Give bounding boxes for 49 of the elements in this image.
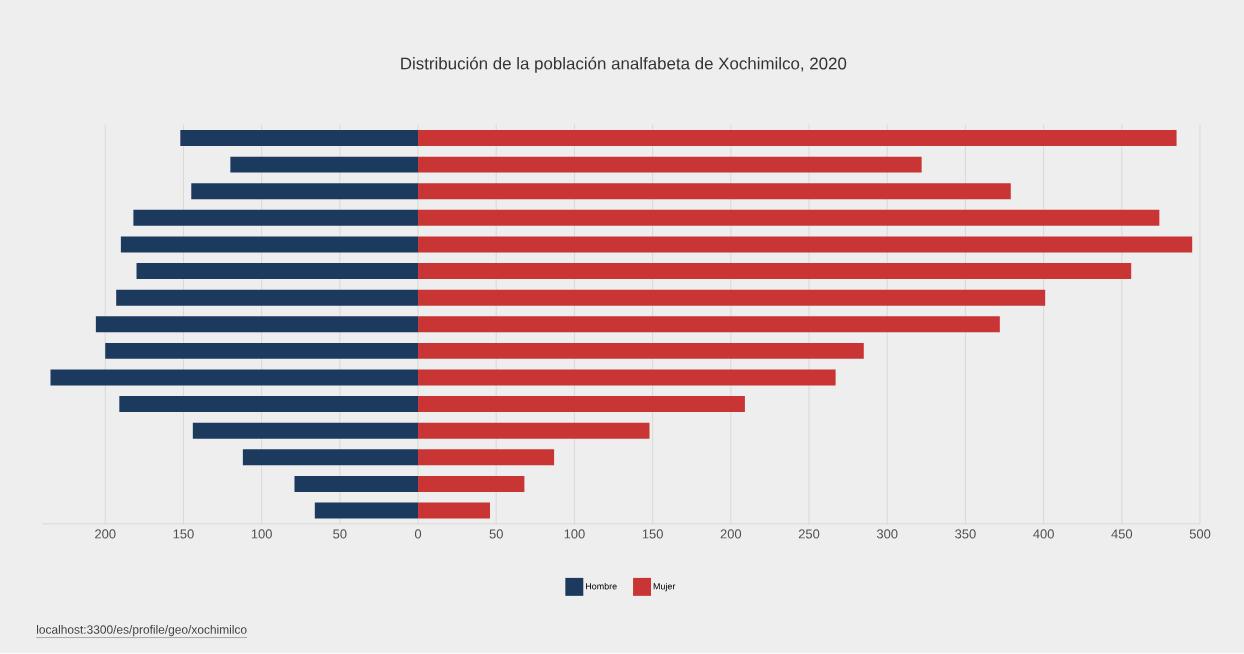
bar xyxy=(314,502,419,519)
bar xyxy=(418,130,1177,147)
x-tick-label: 150 xyxy=(642,529,663,539)
bar xyxy=(242,449,419,466)
bar xyxy=(418,502,490,519)
bar xyxy=(105,343,419,360)
bar xyxy=(294,476,419,493)
legend-label: Hombre xyxy=(586,583,617,590)
x-tick-label: 250 xyxy=(798,529,820,539)
bar xyxy=(418,343,864,360)
x-tick-label: 50 xyxy=(489,529,503,539)
x-tick-label: 100 xyxy=(564,529,585,539)
x-tick-label: 500 xyxy=(1189,529,1211,539)
bar xyxy=(50,369,419,386)
bar xyxy=(418,289,1046,306)
x-tick-label: 300 xyxy=(876,529,898,539)
bar xyxy=(180,130,419,147)
bar xyxy=(136,263,419,280)
bar xyxy=(418,156,922,173)
x-tick-label: 0 xyxy=(414,529,422,539)
bar xyxy=(191,183,419,200)
x-tick-label: 150 xyxy=(173,529,194,539)
x-tick-label: 50 xyxy=(333,529,347,539)
x-tick-label: 200 xyxy=(95,529,116,539)
bar xyxy=(418,183,1011,200)
bar xyxy=(95,316,419,333)
bar xyxy=(418,476,525,493)
bar xyxy=(192,422,419,439)
x-tick-label: 400 xyxy=(1033,529,1054,539)
chart-title: Distribución de la población analfabeta de Xochimilco, 2020 xyxy=(401,57,847,74)
bar xyxy=(120,236,419,253)
bar xyxy=(418,369,836,386)
bar xyxy=(119,396,419,413)
bar xyxy=(418,422,650,439)
bar xyxy=(230,156,419,173)
bar xyxy=(133,210,419,227)
x-tick-label: 450 xyxy=(1111,529,1133,539)
bar xyxy=(116,289,419,306)
bar xyxy=(418,316,1000,333)
bar xyxy=(418,236,1193,253)
bar xyxy=(418,449,555,466)
bar xyxy=(418,396,745,413)
bar xyxy=(418,210,1160,227)
x-tick-label: 100 xyxy=(251,529,272,539)
bar xyxy=(418,263,1132,280)
text: localhost:3300/es/profile/geo/xochimilco xyxy=(37,625,247,637)
x-tick-label: 350 xyxy=(955,529,976,539)
legend-label: Mujer xyxy=(653,583,676,592)
x-tick-label: 200 xyxy=(720,529,742,539)
